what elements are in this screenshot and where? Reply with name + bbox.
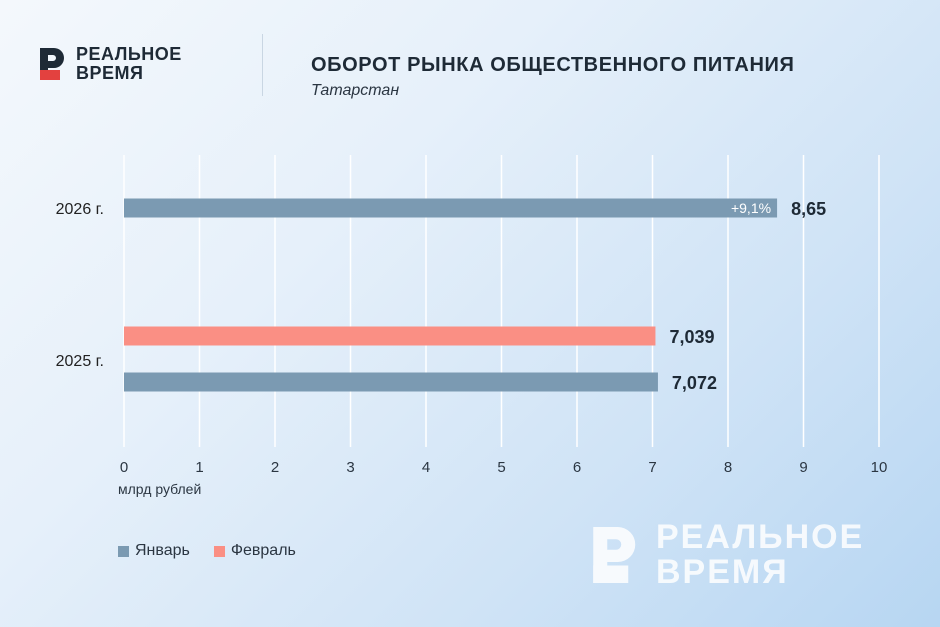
watermark-logo-icon [593, 527, 636, 583]
chart-bars [124, 198, 778, 392]
x-tick-label-0: 0 [120, 459, 128, 476]
x-tick-label-5: 5 [497, 459, 505, 476]
x-axis-label: млрд рублей [118, 481, 201, 497]
brand-name-line1: РЕАЛЬНОЕ [76, 44, 182, 64]
bar-Январь-1 [124, 372, 658, 392]
x-tick-label-7: 7 [648, 459, 656, 476]
legend-item-january: Январь [118, 542, 190, 560]
watermark-line1: РЕАЛЬНОЕ [656, 518, 865, 556]
x-tick-label-4: 4 [422, 459, 430, 476]
legend-swatch-february [213, 545, 225, 557]
chart-legend: Январь Февраль [118, 542, 320, 560]
bar-Февраль-1 [124, 326, 656, 346]
brand-logo: РЕАЛЬНОЕ ВРЕМЯ [38, 44, 182, 84]
watermark-text: РЕАЛЬНОЕ ВРЕМЯ [656, 520, 864, 590]
brand-name: РЕАЛЬНОЕ ВРЕМЯ [76, 45, 182, 83]
x-tick-label-9: 9 [799, 459, 807, 476]
x-tick-label-1: 1 [195, 459, 203, 476]
bar-Январь-0 [124, 198, 778, 218]
data-label-Январь-0: 8,65 [791, 199, 826, 219]
legend-label-january: Январь [135, 542, 190, 559]
x-tick-label-3: 3 [346, 459, 354, 476]
data-label-Январь-1: 7,072 [672, 373, 717, 393]
legend-swatch-january [118, 545, 129, 557]
x-tick-label-8: 8 [724, 459, 732, 476]
legend-label-february: Февраль [230, 542, 296, 559]
chart-title: ОБОРОТ РЫНКА ОБЩЕСТВЕННОГО ПИТАНИЯ [311, 54, 795, 76]
chart-labels: 0 1 2 3 4 5 6 7 8 9 10 млрд рублей 2026 г. 2025 г. 8,6… [56, 199, 888, 497]
x-tick-label-6: 6 [573, 459, 581, 476]
brand-name-line2: ВРЕМЯ [76, 63, 144, 83]
header-divider [262, 34, 263, 96]
watermark: РЕАЛЬНОЕ ВРЕМЯ [588, 520, 864, 590]
x-tick-label-2: 2 [271, 459, 279, 476]
data-label-Февраль-1: 7,039 [669, 327, 714, 347]
category-label-1: 2025 г. [56, 353, 104, 370]
brand-logo-icon [40, 48, 64, 80]
category-label-0: 2026 г. [56, 201, 104, 218]
x-tick-label-10: 10 [871, 459, 888, 476]
annotation-0: +9,1% [731, 200, 771, 216]
watermark-line2: ВРЕМЯ [656, 553, 789, 591]
legend-item-february: Февраль [213, 542, 296, 560]
chart-subtitle: Татарстан [311, 82, 400, 99]
